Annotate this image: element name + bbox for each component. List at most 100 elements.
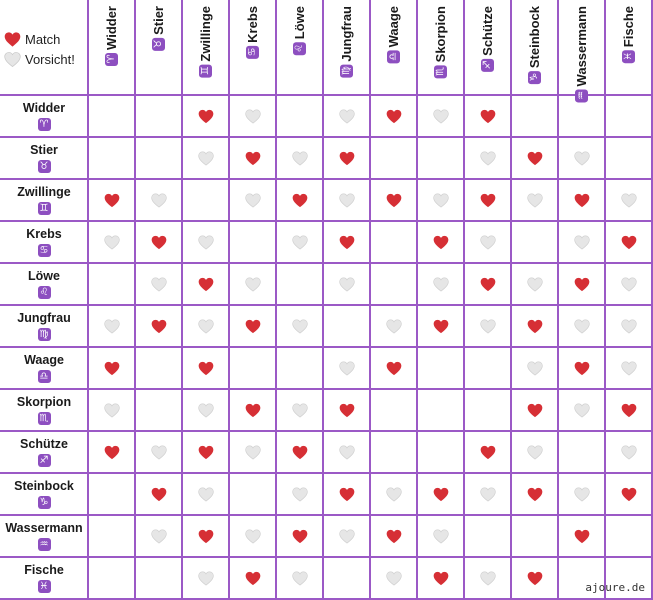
- white-heart-icon: [385, 570, 402, 586]
- compatibility-cell: [182, 389, 229, 431]
- compatibility-cell: [182, 95, 229, 137]
- compatibility-cell: [276, 431, 323, 473]
- white-heart-icon: [620, 318, 637, 334]
- grid-line-horizontal: [0, 262, 653, 264]
- compatibility-cell: [511, 137, 558, 179]
- compatibility-cell: [229, 263, 276, 305]
- white-heart-icon: [338, 360, 355, 376]
- column-header-label: Wassermann: [574, 6, 589, 87]
- zodiac-symbol-icon: ♍: [37, 328, 51, 341]
- compatibility-cell: [605, 263, 652, 305]
- zodiac-symbol-icon: ♑: [528, 71, 541, 85]
- row-header-label: Schütze: [20, 437, 68, 451]
- column-header-skorpion: ♏ Skorpion: [417, 6, 464, 88]
- compatibility-cell: [229, 431, 276, 473]
- red-heart-icon: [574, 361, 589, 375]
- red-heart-icon: [4, 32, 21, 47]
- white-heart-icon: [197, 234, 214, 250]
- compatibility-cell: [182, 221, 229, 263]
- compatibility-cell: [417, 179, 464, 221]
- white-heart-icon: [244, 192, 261, 208]
- red-heart-icon: [433, 571, 448, 585]
- column-header-inner: ♍ Jungfrau: [339, 6, 354, 78]
- column-header-label: Skorpion: [433, 6, 448, 63]
- row-header-label: Zwillinge: [17, 185, 71, 199]
- red-heart-icon: [433, 487, 448, 501]
- compatibility-cell: [370, 515, 417, 557]
- white-heart-icon: [573, 486, 590, 502]
- red-heart-icon: [386, 529, 401, 543]
- grid-line-vertical: [369, 0, 371, 600]
- red-heart-icon: [104, 445, 119, 459]
- red-heart-icon: [480, 445, 495, 459]
- white-heart-icon: [620, 276, 637, 292]
- grid-line-horizontal: [0, 178, 653, 180]
- white-heart-icon: [4, 52, 21, 68]
- compatibility-cell: [464, 557, 511, 599]
- compatibility-cell: [229, 389, 276, 431]
- zodiac-symbol-icon: ♌: [37, 286, 51, 299]
- grid-line-vertical: [87, 0, 89, 600]
- compatibility-cell: [88, 431, 135, 473]
- column-header-inner: ♉ Stier: [151, 6, 166, 51]
- grid-line-vertical: [463, 0, 465, 600]
- zodiac-symbol-icon: ♏: [37, 412, 51, 425]
- column-header-label: Widder: [104, 6, 119, 50]
- red-heart-icon: [292, 445, 307, 459]
- compatibility-cell: [417, 473, 464, 515]
- white-heart-icon: [573, 318, 590, 334]
- grid-line-vertical: [651, 0, 653, 600]
- row-header-label: Wassermann: [5, 521, 83, 535]
- red-heart-icon: [339, 151, 354, 165]
- white-heart-icon: [526, 276, 543, 292]
- red-heart-icon: [527, 403, 542, 417]
- red-heart-icon: [386, 193, 401, 207]
- row-header-loewe: Löwe ♌: [0, 263, 88, 305]
- column-header-schuetze: ♐ Schütze: [464, 6, 511, 88]
- white-heart-icon: [291, 570, 308, 586]
- white-heart-icon: [150, 444, 167, 460]
- row-header-label: Widder: [22, 101, 66, 115]
- compatibility-cell: [323, 221, 370, 263]
- red-heart-icon: [527, 151, 542, 165]
- compatibility-cell: [276, 221, 323, 263]
- compatibility-cell: [88, 305, 135, 347]
- row-header-jungfrau: Jungfrau ♍: [0, 305, 88, 347]
- compatibility-cell: [323, 515, 370, 557]
- red-heart-icon: [621, 235, 636, 249]
- red-heart-icon: [574, 277, 589, 291]
- column-header-label: Steinbock: [527, 6, 542, 69]
- compatibility-cell: [558, 347, 605, 389]
- zodiac-symbol-icon: ♈: [105, 52, 118, 66]
- column-header-waage: ♎ Waage: [370, 6, 417, 88]
- row-header-zwillinge: Zwillinge ♊: [0, 179, 88, 221]
- grid-line-vertical: [557, 0, 559, 600]
- red-heart-icon: [480, 277, 495, 291]
- compatibility-cell: [558, 389, 605, 431]
- white-heart-icon: [197, 486, 214, 502]
- compatibility-cell: [323, 473, 370, 515]
- white-heart-icon: [385, 486, 402, 502]
- grid-line-vertical: [228, 0, 230, 600]
- compatibility-cell: [464, 473, 511, 515]
- grid-line-vertical: [510, 0, 512, 600]
- zodiac-symbol-icon: ♍: [340, 64, 353, 78]
- compatibility-cell: [605, 389, 652, 431]
- white-heart-icon: [338, 192, 355, 208]
- row-header-krebs: Krebs ♋: [0, 221, 88, 263]
- compatibility-cell: [88, 179, 135, 221]
- compatibility-cell: [417, 221, 464, 263]
- white-heart-icon: [338, 528, 355, 544]
- row-header-label: Waage: [24, 353, 64, 367]
- row-header-widder: Widder ♈: [0, 95, 88, 137]
- compatibility-cell: [464, 221, 511, 263]
- zodiac-symbol-icon: ♒: [37, 538, 51, 551]
- compatibility-cell: [182, 515, 229, 557]
- column-header-inner: ♋ Krebs: [245, 6, 260, 59]
- row-header-schuetze: Schütze ♐: [0, 431, 88, 473]
- legend-caution-label: Vorsicht!: [25, 52, 75, 67]
- red-heart-icon: [527, 487, 542, 501]
- white-heart-icon: [291, 402, 308, 418]
- white-heart-icon: [479, 486, 496, 502]
- white-heart-icon: [432, 276, 449, 292]
